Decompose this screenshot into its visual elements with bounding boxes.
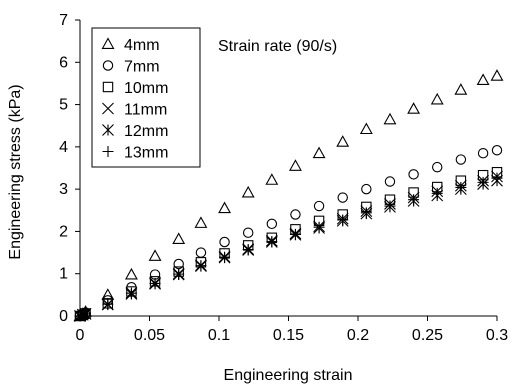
y-tick-label: 7 (59, 12, 68, 29)
y-tick-label: 4 (59, 139, 68, 156)
legend-marker-11mm (102, 102, 114, 115)
data-point-7mm (361, 183, 372, 195)
data-point-7mm (290, 209, 301, 220)
x-tick-label: 0.2 (347, 327, 369, 344)
legend-marker-7mm (102, 60, 114, 71)
data-point-13mm (125, 287, 137, 299)
y-tick-label: 6 (59, 54, 68, 71)
y-axis-title: Engineering stress (kPa) (7, 84, 24, 259)
data-point-7mm (477, 147, 489, 159)
data-point-7mm (491, 145, 503, 156)
data-point-13mm (242, 244, 254, 256)
data-point-13mm (313, 221, 325, 233)
data-point-4mm (289, 159, 302, 171)
x-tick-label: 0 (76, 327, 85, 344)
data-point-4mm (454, 83, 468, 95)
legend-label-13mm: 13mm (124, 145, 168, 162)
series-13mm (74, 172, 503, 322)
data-point-7mm (337, 192, 348, 203)
legend: 4mm 7mm 10mm 11mm 12mm 13mm (91, 27, 201, 168)
strain-rate-annotation: Strain rate (90/s) (218, 38, 337, 55)
legend-marker-10mm (102, 81, 114, 93)
data-point-4mm (407, 102, 421, 114)
data-point-13mm (431, 187, 443, 199)
y-tick-label: 1 (59, 266, 68, 283)
data-point-7mm (408, 169, 419, 180)
legend-marker-4mm (101, 37, 115, 49)
legend-marker-12mm (102, 124, 114, 136)
data-point-13mm (74, 310, 86, 322)
data-point-7mm (266, 218, 278, 230)
legend-label-7mm: 7mm (124, 59, 160, 76)
data-point-7mm (242, 227, 254, 238)
legend-label-4mm: 4mm (124, 37, 160, 54)
data-point-4mm (336, 135, 350, 147)
data-point-13mm (102, 298, 114, 310)
data-point-13mm (149, 277, 161, 289)
data-point-13mm (219, 251, 231, 263)
data-point-13mm (195, 260, 207, 272)
data-point-13mm (173, 268, 185, 280)
data-point-4mm (430, 92, 444, 105)
data-point-4mm (218, 201, 231, 214)
data-point-4mm (476, 73, 490, 85)
data-point-7mm (219, 236, 230, 248)
x-axis-title: Engineering strain (224, 367, 353, 384)
data-point-13mm (384, 200, 396, 212)
data-point-13mm (477, 176, 489, 188)
data-point-4mm (172, 232, 186, 244)
data-point-13mm (337, 214, 349, 226)
y-tick-label: 2 (59, 223, 68, 240)
data-point-7mm (384, 176, 396, 187)
legend-label-11mm: 11mm (124, 102, 167, 119)
data-point-13mm (266, 236, 278, 248)
data-point-13mm (455, 181, 467, 193)
data-point-4mm (148, 249, 162, 261)
x-tick-label: 0.15 (273, 327, 304, 344)
data-point-4mm (359, 122, 373, 135)
data-point-13mm (77, 309, 89, 321)
data-point-13mm (289, 228, 301, 240)
data-point-13mm (80, 308, 92, 320)
legend-label-12mm: 12mm (124, 123, 168, 140)
data-point-4mm (490, 69, 504, 81)
x-tick-label: 0.3 (486, 327, 508, 344)
data-point-7mm (432, 161, 443, 173)
data-markers (73, 69, 504, 322)
data-point-7mm (313, 200, 325, 212)
legend-label-10mm: 10mm (124, 80, 168, 97)
y-tick-label: 3 (59, 181, 68, 198)
x-tick-label: 0.25 (412, 327, 443, 344)
data-point-4mm (383, 112, 397, 125)
legend-marker-13mm (102, 146, 114, 157)
legend-box (91, 27, 201, 168)
data-point-13mm (408, 194, 420, 206)
data-point-4mm (241, 185, 255, 198)
data-point-7mm (455, 154, 467, 165)
data-point-13mm (491, 172, 503, 184)
y-tick-label: 0 (59, 308, 68, 325)
data-point-13mm (360, 207, 372, 219)
data-point-4mm (124, 267, 138, 280)
x-tick-label: 0.1 (208, 327, 230, 344)
data-point-4mm (265, 173, 279, 185)
data-point-4mm (312, 146, 326, 159)
data-point-4mm (194, 216, 208, 228)
y-tick-label: 5 (59, 97, 68, 114)
x-tick-label: 0.05 (134, 327, 165, 344)
axes: 0 1 2 3 4 5 6 7 0 0.05 0.1 0.15 0.2 0.25 0.3 (59, 12, 508, 344)
